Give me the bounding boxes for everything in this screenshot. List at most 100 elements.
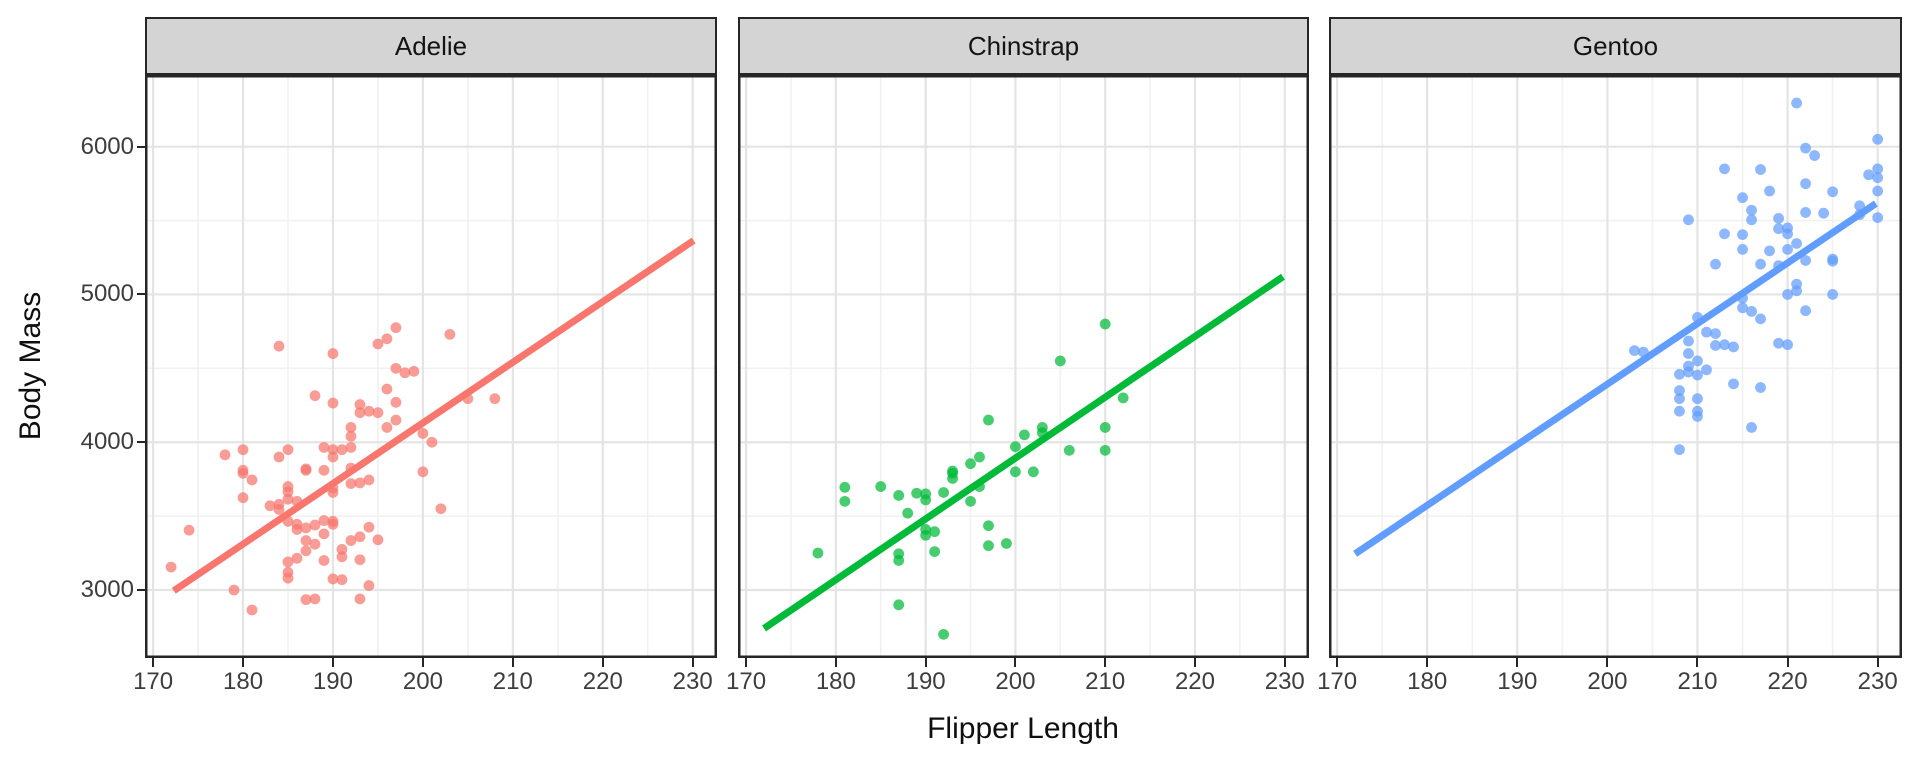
data-point (1683, 214, 1694, 226)
panel-chinstrap (738, 75, 1309, 658)
x-tick-label: 190 (312, 668, 353, 695)
data-point (974, 451, 985, 463)
data-point (354, 399, 366, 410)
x-tick-mark (242, 658, 245, 667)
data-point (1746, 214, 1757, 226)
data-point (1773, 212, 1784, 224)
facet-strip-gentoo: Gentoo (1329, 17, 1902, 75)
x-tick-label: 200 (1587, 668, 1628, 695)
data-point (381, 333, 393, 345)
data-point (1728, 341, 1739, 353)
data-point (318, 528, 330, 540)
data-point (309, 538, 321, 550)
data-point (1800, 142, 1811, 154)
data-point (327, 487, 339, 498)
data-point (219, 449, 231, 461)
y-tick-mark (137, 145, 146, 148)
data-point (372, 338, 384, 350)
data-point (1764, 185, 1775, 197)
data-point (1827, 186, 1839, 198)
data-point (291, 518, 303, 530)
data-point (327, 451, 339, 463)
data-point (372, 407, 384, 419)
data-point (273, 340, 285, 352)
data-point (273, 451, 285, 463)
data-point (363, 580, 375, 591)
data-point (1755, 164, 1766, 175)
data-point (426, 436, 438, 448)
data-point (1728, 378, 1739, 390)
data-point (237, 464, 249, 476)
data-point (354, 407, 366, 419)
x-tick-label: 190 (905, 668, 946, 695)
trend-line-chinstrap (762, 273, 1285, 632)
data-point (938, 487, 949, 498)
x-tick-label: 220 (582, 668, 623, 695)
data-point (282, 556, 294, 568)
x-tick-label: 230 (1264, 668, 1305, 695)
data-point (354, 531, 366, 543)
data-point (947, 473, 958, 484)
x-tick-label: 170 (1317, 668, 1358, 695)
x-tick-mark (1014, 658, 1017, 667)
data-point (318, 464, 330, 476)
data-point (1755, 313, 1766, 325)
data-point (1638, 346, 1649, 358)
data-point (327, 444, 339, 456)
data-point (1674, 393, 1685, 405)
data-point (1701, 364, 1712, 376)
data-point (354, 554, 366, 566)
y-tick-label: 5000 (80, 280, 134, 308)
data-point (444, 328, 456, 340)
data-point (345, 462, 357, 474)
data-point (1683, 335, 1694, 347)
data-point (246, 604, 258, 616)
panel-border (738, 75, 1309, 658)
data-point (417, 466, 429, 478)
data-point (1755, 258, 1766, 270)
data-point (390, 322, 402, 334)
data-point (1872, 185, 1884, 197)
data-point (983, 520, 994, 532)
x-tick-mark (691, 658, 694, 667)
data-point (1683, 366, 1694, 378)
x-tick-label: 190 (1497, 668, 1538, 695)
data-point (318, 515, 330, 526)
data-point (893, 555, 905, 566)
data-point (399, 367, 411, 379)
x-tick-label: 230 (1857, 668, 1898, 695)
data-point (1036, 427, 1048, 439)
data-point (893, 599, 905, 611)
data-point (489, 393, 501, 405)
data-point (336, 543, 348, 555)
data-point (812, 547, 824, 559)
data-point (1872, 163, 1884, 175)
data-point (381, 383, 393, 395)
data-point (390, 414, 402, 426)
x-tick-label: 200 (995, 668, 1036, 695)
data-point (1791, 97, 1802, 109)
data-point (1099, 318, 1111, 330)
panel-border (145, 75, 717, 658)
x-tick-mark (924, 658, 927, 667)
y-tick-mark (137, 589, 146, 592)
data-point (1827, 289, 1839, 300)
x-tick-label: 210 (492, 668, 533, 695)
data-point (417, 427, 429, 439)
data-point (372, 534, 384, 546)
data-point (336, 444, 348, 456)
data-point (1692, 355, 1703, 367)
data-point (282, 486, 294, 498)
data-point (309, 593, 321, 605)
data-point (938, 628, 949, 640)
data-point (1710, 258, 1721, 270)
data-point (1701, 326, 1712, 338)
data-point (1854, 209, 1866, 221)
data-point (1800, 305, 1811, 317)
data-point (300, 522, 312, 534)
data-point (363, 405, 375, 417)
x-tick-mark (421, 658, 424, 667)
data-point (839, 495, 851, 507)
x-axis-title: Flipper Length (927, 712, 1119, 745)
